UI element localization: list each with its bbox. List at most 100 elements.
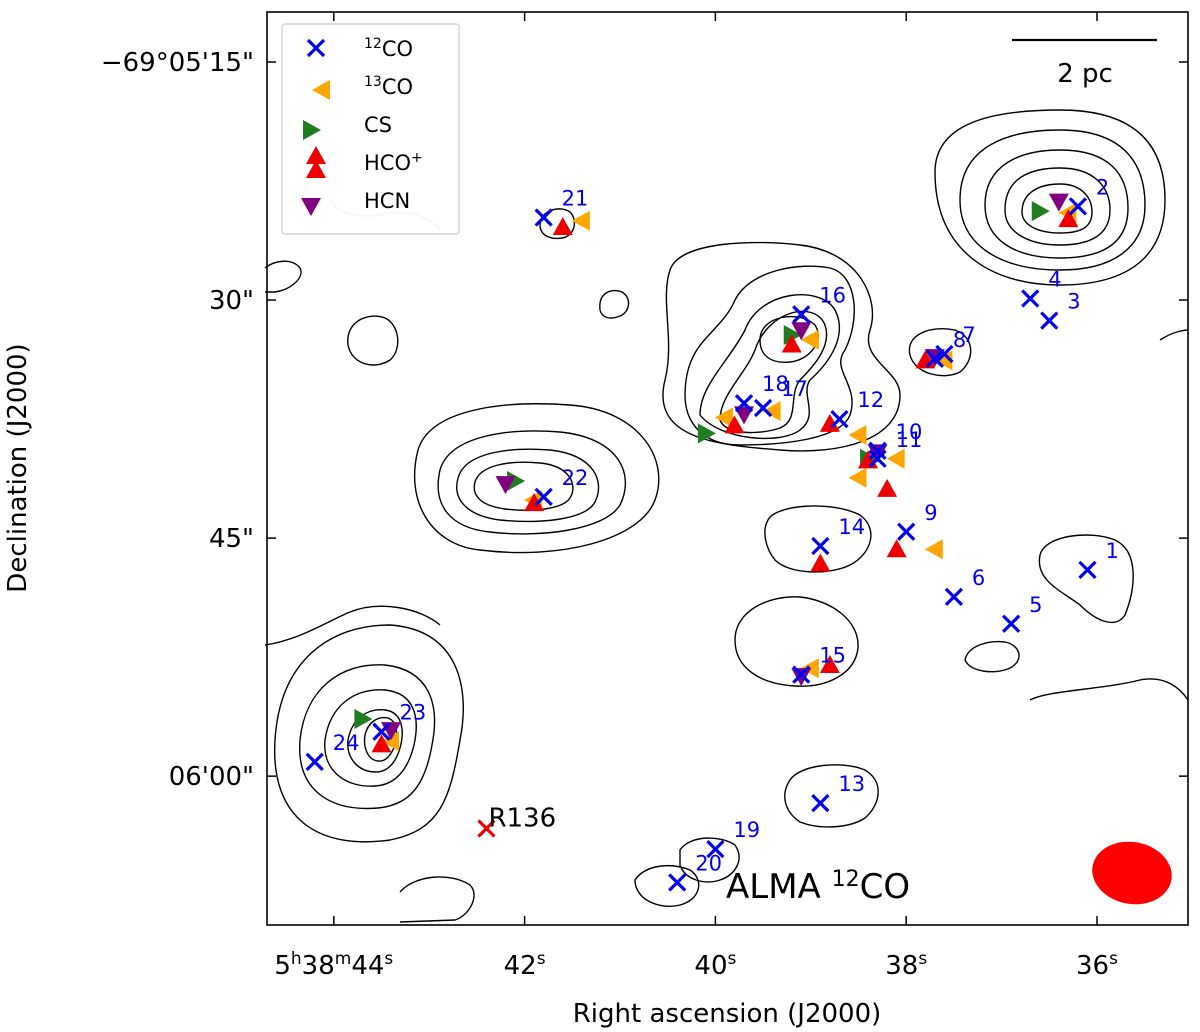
legend-symbol-hcop xyxy=(306,160,326,178)
marker-12co xyxy=(868,441,887,460)
x-tick-label: 40s xyxy=(694,949,736,981)
marker-12co xyxy=(305,752,324,771)
contour-line xyxy=(934,109,1166,286)
marker-12co xyxy=(830,409,849,429)
beam-ellipse xyxy=(1092,841,1172,905)
legend-entry-hcn: HCN xyxy=(301,189,410,216)
x-axis-title: Right ascension (J2000) xyxy=(573,999,882,1029)
marker-12co xyxy=(792,665,811,684)
marker-hcop xyxy=(1058,209,1079,228)
legend-label-hcop: HCO+ xyxy=(364,150,423,175)
marker-hcop xyxy=(724,415,745,434)
plot-frame xyxy=(266,11,1189,926)
source-label: 7 xyxy=(962,323,975,347)
alma-label: ALMA 12CO xyxy=(726,867,910,908)
marker-13co xyxy=(762,401,781,422)
contour-line xyxy=(473,461,574,511)
y-tick-label: 06'00" xyxy=(169,762,254,792)
source-label: 10 xyxy=(896,420,923,444)
source-label: 4 xyxy=(1048,267,1061,291)
y-axis-title: Declination (J2000) xyxy=(3,343,33,592)
marker-12co xyxy=(897,522,916,541)
contour-line xyxy=(679,837,740,883)
marker-12co xyxy=(372,722,391,741)
contour-line xyxy=(599,289,630,319)
marker-12co xyxy=(534,208,553,227)
marker-hcop xyxy=(524,493,545,512)
source-label: 11 xyxy=(896,428,923,452)
marker-13co xyxy=(886,448,905,469)
marker-hcop xyxy=(819,655,840,674)
marker-hcop xyxy=(371,734,392,753)
marker-12co xyxy=(925,349,944,368)
marker-hcn xyxy=(791,322,812,341)
marker-12co xyxy=(734,394,754,413)
marker-12co xyxy=(811,536,830,556)
legend-symbol-hcn xyxy=(301,198,321,216)
marker-12co xyxy=(1078,560,1097,579)
legend-label-co13: 13CO xyxy=(364,74,413,99)
contour-line xyxy=(456,448,600,523)
x-tick-label: 36s xyxy=(1076,949,1118,981)
marker-12co xyxy=(1068,197,1088,216)
marker-hcop xyxy=(781,334,802,353)
source-label: 14 xyxy=(838,515,865,539)
source-label: 15 xyxy=(819,644,846,668)
contour-line xyxy=(324,689,417,787)
marker-13co xyxy=(848,424,867,445)
contour-layer xyxy=(264,109,1189,923)
marker-cs xyxy=(1031,201,1050,222)
source-label: 13 xyxy=(838,772,865,796)
contour-line xyxy=(959,129,1146,271)
y-tick-label: 45" xyxy=(209,524,254,554)
x-tick-label: 38s xyxy=(885,949,927,981)
marker-12co xyxy=(1021,289,1040,308)
marker-cs xyxy=(697,423,716,444)
y-tick-label: 30" xyxy=(209,286,254,316)
marker-hcop xyxy=(810,553,831,572)
source-label: 2 xyxy=(1096,175,1109,199)
marker-hcop xyxy=(819,413,840,432)
contour-line xyxy=(299,664,436,810)
source-label: 20 xyxy=(695,851,722,875)
marker-12co xyxy=(792,305,811,324)
contour-line xyxy=(413,403,660,554)
marker-13co xyxy=(848,467,867,488)
contour-line xyxy=(1004,167,1111,246)
marker-hcn xyxy=(734,406,755,425)
source-label: 17 xyxy=(781,377,808,401)
contour-line xyxy=(784,764,879,828)
marker-13co xyxy=(924,539,943,560)
marker-cs xyxy=(354,709,373,730)
contour-line xyxy=(662,241,901,452)
marker-cs xyxy=(507,470,526,491)
contour-line xyxy=(399,876,475,923)
contour-line xyxy=(634,865,700,907)
legend-symbol-co13 xyxy=(312,80,330,100)
marker-cs xyxy=(783,324,802,345)
marker-hcop xyxy=(886,539,907,558)
legend-entry-hcop: HCO+ xyxy=(306,146,423,178)
legend-entry-co12: 12CO xyxy=(306,36,413,61)
marker-13co xyxy=(571,210,590,231)
marker-12co xyxy=(668,873,687,892)
tick-layer: 5h38m44s 42s 40s 38s 36s −69°05'15" 30" 45" 06'0… xyxy=(101,12,1188,981)
source-label: 18 xyxy=(762,372,789,396)
source-label: 1 xyxy=(1105,539,1118,563)
legend-label-cs: CS xyxy=(364,113,392,137)
contour-line xyxy=(274,624,464,843)
legend-symbol-hcop xyxy=(306,146,326,164)
source-label: 8 xyxy=(953,328,966,352)
contour-line xyxy=(1029,678,1189,701)
marker-12co xyxy=(753,398,773,418)
marker-12co xyxy=(944,587,964,606)
legend-box xyxy=(281,23,460,235)
legend-entry-co13: 13CO xyxy=(312,74,413,100)
r136-label: R136 xyxy=(488,804,556,834)
marker-13co xyxy=(714,407,733,428)
legend-label-hcn: HCN xyxy=(364,189,410,213)
source-label: 12 xyxy=(857,388,884,412)
marker-12co xyxy=(1002,614,1021,633)
source-label: 23 xyxy=(400,701,427,725)
contour-line xyxy=(908,328,972,377)
